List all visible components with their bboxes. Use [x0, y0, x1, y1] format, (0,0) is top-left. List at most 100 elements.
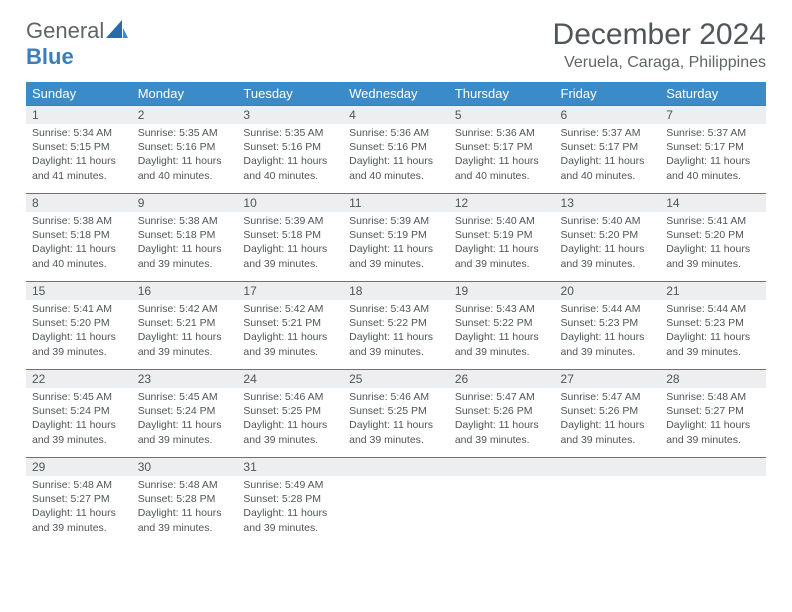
day-details: Sunrise: 5:45 AMSunset: 5:24 PMDaylight:…: [132, 388, 238, 451]
day-number: 8: [26, 194, 132, 212]
calendar-day-cell: 22Sunrise: 5:45 AMSunset: 5:24 PMDayligh…: [26, 370, 132, 458]
location: Veruela, Caraga, Philippines: [553, 54, 766, 72]
day-details: Sunrise: 5:44 AMSunset: 5:23 PMDaylight:…: [555, 300, 661, 363]
calendar-day-cell: 1Sunrise: 5:34 AMSunset: 5:15 PMDaylight…: [26, 106, 132, 194]
day-details: Sunrise: 5:42 AMSunset: 5:21 PMDaylight:…: [132, 300, 238, 363]
day-number: 7: [660, 106, 766, 124]
day-details: Sunrise: 5:40 AMSunset: 5:19 PMDaylight:…: [449, 212, 555, 275]
day-number: 15: [26, 282, 132, 300]
day-details: Sunrise: 5:48 AMSunset: 5:27 PMDaylight:…: [26, 476, 132, 539]
calendar-day-cell: [555, 458, 661, 546]
day-details: [343, 476, 449, 482]
logo-text-general: General: [26, 18, 104, 43]
day-number: 23: [132, 370, 238, 388]
calendar-day-cell: 29Sunrise: 5:48 AMSunset: 5:27 PMDayligh…: [26, 458, 132, 546]
calendar-day-cell: 15Sunrise: 5:41 AMSunset: 5:20 PMDayligh…: [26, 282, 132, 370]
day-details: Sunrise: 5:41 AMSunset: 5:20 PMDaylight:…: [660, 212, 766, 275]
calendar-day-cell: 5Sunrise: 5:36 AMSunset: 5:17 PMDaylight…: [449, 106, 555, 194]
calendar-week-row: 1Sunrise: 5:34 AMSunset: 5:15 PMDaylight…: [26, 106, 766, 194]
day-details: Sunrise: 5:41 AMSunset: 5:20 PMDaylight:…: [26, 300, 132, 363]
day-details: Sunrise: 5:46 AMSunset: 5:25 PMDaylight:…: [237, 388, 343, 451]
calendar-day-cell: 4Sunrise: 5:36 AMSunset: 5:16 PMDaylight…: [343, 106, 449, 194]
day-number: 24: [237, 370, 343, 388]
day-number: 30: [132, 458, 238, 476]
day-details: Sunrise: 5:34 AMSunset: 5:15 PMDaylight:…: [26, 124, 132, 187]
calendar-day-cell: 21Sunrise: 5:44 AMSunset: 5:23 PMDayligh…: [660, 282, 766, 370]
day-number: 12: [449, 194, 555, 212]
day-number: [449, 458, 555, 476]
day-details: Sunrise: 5:38 AMSunset: 5:18 PMDaylight:…: [132, 212, 238, 275]
calendar-week-row: 29Sunrise: 5:48 AMSunset: 5:27 PMDayligh…: [26, 458, 766, 546]
day-number: 27: [555, 370, 661, 388]
calendar-day-cell: 31Sunrise: 5:49 AMSunset: 5:28 PMDayligh…: [237, 458, 343, 546]
logo-sail-icon: [106, 20, 128, 38]
calendar-week-row: 15Sunrise: 5:41 AMSunset: 5:20 PMDayligh…: [26, 282, 766, 370]
weekday-header: Tuesday: [237, 82, 343, 106]
day-number: 26: [449, 370, 555, 388]
calendar-day-cell: 2Sunrise: 5:35 AMSunset: 5:16 PMDaylight…: [132, 106, 238, 194]
calendar-day-cell: 14Sunrise: 5:41 AMSunset: 5:20 PMDayligh…: [660, 194, 766, 282]
day-number: 9: [132, 194, 238, 212]
day-details: [449, 476, 555, 482]
calendar-day-cell: 17Sunrise: 5:42 AMSunset: 5:21 PMDayligh…: [237, 282, 343, 370]
calendar-day-cell: 12Sunrise: 5:40 AMSunset: 5:19 PMDayligh…: [449, 194, 555, 282]
calendar-day-cell: 3Sunrise: 5:35 AMSunset: 5:16 PMDaylight…: [237, 106, 343, 194]
day-details: Sunrise: 5:47 AMSunset: 5:26 PMDaylight:…: [555, 388, 661, 451]
day-number: 2: [132, 106, 238, 124]
day-details: Sunrise: 5:39 AMSunset: 5:18 PMDaylight:…: [237, 212, 343, 275]
day-number: [660, 458, 766, 476]
calendar-day-cell: 27Sunrise: 5:47 AMSunset: 5:26 PMDayligh…: [555, 370, 661, 458]
day-number: 18: [343, 282, 449, 300]
calendar-day-cell: 6Sunrise: 5:37 AMSunset: 5:17 PMDaylight…: [555, 106, 661, 194]
calendar-day-cell: 13Sunrise: 5:40 AMSunset: 5:20 PMDayligh…: [555, 194, 661, 282]
day-details: Sunrise: 5:46 AMSunset: 5:25 PMDaylight:…: [343, 388, 449, 451]
day-number: 29: [26, 458, 132, 476]
calendar-week-row: 22Sunrise: 5:45 AMSunset: 5:24 PMDayligh…: [26, 370, 766, 458]
day-details: Sunrise: 5:43 AMSunset: 5:22 PMDaylight:…: [449, 300, 555, 363]
day-number: 21: [660, 282, 766, 300]
day-number: 3: [237, 106, 343, 124]
weekday-header: Monday: [132, 82, 238, 106]
weekday-header: Friday: [555, 82, 661, 106]
calendar-day-cell: 8Sunrise: 5:38 AMSunset: 5:18 PMDaylight…: [26, 194, 132, 282]
calendar-day-cell: [660, 458, 766, 546]
day-details: Sunrise: 5:42 AMSunset: 5:21 PMDaylight:…: [237, 300, 343, 363]
day-details: Sunrise: 5:49 AMSunset: 5:28 PMDaylight:…: [237, 476, 343, 539]
day-number: 25: [343, 370, 449, 388]
calendar-day-cell: 30Sunrise: 5:48 AMSunset: 5:28 PMDayligh…: [132, 458, 238, 546]
title-block: December 2024 Veruela, Caraga, Philippin…: [553, 18, 766, 72]
header: General Blue December 2024 Veruela, Cara…: [26, 18, 766, 72]
weekday-header: Sunday: [26, 82, 132, 106]
day-details: Sunrise: 5:35 AMSunset: 5:16 PMDaylight:…: [237, 124, 343, 187]
calendar-day-cell: 28Sunrise: 5:48 AMSunset: 5:27 PMDayligh…: [660, 370, 766, 458]
day-number: 19: [449, 282, 555, 300]
day-details: Sunrise: 5:36 AMSunset: 5:16 PMDaylight:…: [343, 124, 449, 187]
weekday-header: Thursday: [449, 82, 555, 106]
calendar-day-cell: 26Sunrise: 5:47 AMSunset: 5:26 PMDayligh…: [449, 370, 555, 458]
calendar-day-cell: 9Sunrise: 5:38 AMSunset: 5:18 PMDaylight…: [132, 194, 238, 282]
day-details: Sunrise: 5:37 AMSunset: 5:17 PMDaylight:…: [660, 124, 766, 187]
day-number: 14: [660, 194, 766, 212]
calendar-day-cell: 10Sunrise: 5:39 AMSunset: 5:18 PMDayligh…: [237, 194, 343, 282]
day-number: 22: [26, 370, 132, 388]
calendar-day-cell: 11Sunrise: 5:39 AMSunset: 5:19 PMDayligh…: [343, 194, 449, 282]
day-details: Sunrise: 5:45 AMSunset: 5:24 PMDaylight:…: [26, 388, 132, 451]
weekday-header: Saturday: [660, 82, 766, 106]
day-details: Sunrise: 5:38 AMSunset: 5:18 PMDaylight:…: [26, 212, 132, 275]
calendar-day-cell: 18Sunrise: 5:43 AMSunset: 5:22 PMDayligh…: [343, 282, 449, 370]
day-number: 4: [343, 106, 449, 124]
day-details: Sunrise: 5:35 AMSunset: 5:16 PMDaylight:…: [132, 124, 238, 187]
day-number: 1: [26, 106, 132, 124]
day-details: Sunrise: 5:47 AMSunset: 5:26 PMDaylight:…: [449, 388, 555, 451]
logo-text-blue: Blue: [26, 44, 74, 69]
day-number: 13: [555, 194, 661, 212]
day-number: 20: [555, 282, 661, 300]
day-details: Sunrise: 5:40 AMSunset: 5:20 PMDaylight:…: [555, 212, 661, 275]
day-details: Sunrise: 5:39 AMSunset: 5:19 PMDaylight:…: [343, 212, 449, 275]
calendar-day-cell: [343, 458, 449, 546]
weekday-header-row: SundayMondayTuesdayWednesdayThursdayFrid…: [26, 82, 766, 106]
day-details: Sunrise: 5:43 AMSunset: 5:22 PMDaylight:…: [343, 300, 449, 363]
day-number: [555, 458, 661, 476]
day-number: [343, 458, 449, 476]
day-details: Sunrise: 5:37 AMSunset: 5:17 PMDaylight:…: [555, 124, 661, 187]
